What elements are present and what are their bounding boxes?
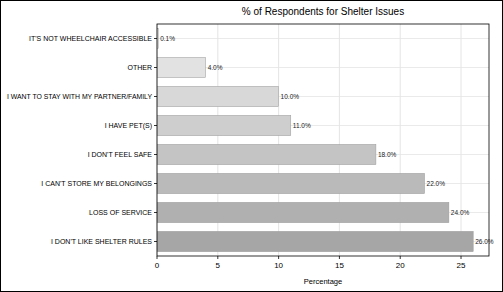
- category-label: I WANT TO STAY WITH MY PARTNER/FAMILY: [7, 93, 152, 100]
- category-label: I DON'T LIKE SHELTER RULES: [51, 238, 152, 245]
- x-tick-label: 15: [335, 261, 344, 270]
- x-tick: [157, 256, 158, 259]
- y-tick: [154, 125, 157, 126]
- data-label: 10.0%: [281, 93, 300, 100]
- bar: [157, 57, 206, 77]
- grid-line: [461, 24, 462, 256]
- bars: [157, 28, 473, 251]
- bar: [157, 86, 279, 106]
- x-tick-label: 0: [155, 261, 160, 270]
- outer-border: [1, 1, 503, 292]
- data-label: 4.0%: [208, 64, 223, 71]
- data-label: 18.0%: [378, 151, 397, 158]
- category-grid-line: [157, 38, 489, 39]
- y-tick: [154, 183, 157, 184]
- data-label: 22.0%: [427, 180, 446, 187]
- y-tick: [154, 212, 157, 213]
- y-tick: [154, 154, 157, 155]
- x-tick-label: 5: [216, 261, 221, 270]
- x-tick: [400, 256, 401, 259]
- y-tick: [154, 241, 157, 242]
- category-label: I HAVE PET(S): [105, 122, 152, 130]
- chart-root: 0.1% 4.0% 10.0% 11.0% 18.0% 22.0% 24.0% 26.0% 0 5…: [0, 0, 503, 292]
- bar: [157, 144, 376, 164]
- data-label: 0.1%: [160, 35, 175, 42]
- y-tick: [154, 67, 157, 68]
- y-tick: [154, 38, 157, 39]
- x-tick-label: 10: [274, 261, 283, 270]
- bar: [157, 231, 473, 251]
- x-tick: [461, 256, 462, 259]
- bar: [157, 115, 291, 135]
- x-tick: [339, 256, 340, 259]
- category-label: OTHER: [128, 64, 153, 71]
- data-label: 26.0%: [475, 238, 494, 245]
- plot-frame: [157, 24, 489, 256]
- title: % of Respondents for Shelter Issues: [242, 6, 404, 17]
- data-label: 24.0%: [451, 209, 470, 216]
- x-axis-label: Percentage: [304, 277, 342, 286]
- y-tick: [154, 96, 157, 97]
- background: [0, 0, 503, 292]
- category-label: LOSS OF SERVICE: [89, 209, 152, 216]
- bar: [157, 202, 449, 222]
- category-label: IT'S NOT WHEELCHAIR ACCESSIBLE: [29, 35, 152, 42]
- x-tick: [278, 256, 279, 259]
- x-tick-label: 25: [457, 261, 466, 270]
- data-label: 11.0%: [293, 122, 311, 129]
- x-tick-label: 20: [396, 261, 405, 270]
- bar: [157, 173, 425, 193]
- x-tick: [217, 256, 218, 259]
- category-label: I CAN'T STORE MY BELONGINGS: [41, 180, 152, 187]
- chart-svg: 0.1% 4.0% 10.0% 11.0% 18.0% 22.0% 24.0% 26.0% 0 5…: [0, 0, 503, 292]
- category-label: I DON'T FEEL SAFE: [88, 151, 153, 158]
